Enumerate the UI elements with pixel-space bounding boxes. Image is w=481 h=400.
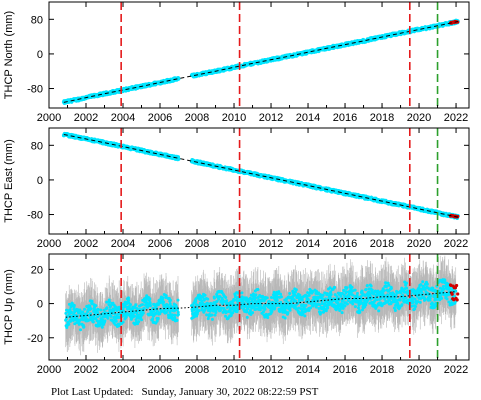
plot-area-2 xyxy=(61,128,460,234)
x-tick-label: 2002 xyxy=(74,364,98,376)
y-axis-label: THCP Up (mm) xyxy=(3,269,15,345)
trend-line-3 xyxy=(65,291,457,318)
y-tick-label: 20 xyxy=(31,264,43,276)
y-tick-label: 80 xyxy=(31,14,43,26)
x-tick-label: 2004 xyxy=(111,112,135,124)
x-tick-label: 2004 xyxy=(111,364,135,376)
y-tick-label: 80 xyxy=(31,140,43,152)
x-tick-label: 2014 xyxy=(296,364,320,376)
panel-frame-2 xyxy=(48,127,470,235)
x-tick-label: 2002 xyxy=(74,112,98,124)
x-tick-label: 2000 xyxy=(37,112,61,124)
x-tick-label: 2018 xyxy=(370,112,394,124)
panel-frame-1 xyxy=(48,1,470,109)
x-tick-label: 2016 xyxy=(333,238,357,250)
y-tick-label: -20 xyxy=(27,333,43,345)
x-tick-label: 2012 xyxy=(259,112,283,124)
x-tick-label: 2022 xyxy=(444,364,468,376)
x-tick-label: 2018 xyxy=(370,238,394,250)
x-tick-label: 2020 xyxy=(407,364,431,376)
x-tick-label: 2012 xyxy=(259,238,283,250)
plot-area-1 xyxy=(61,2,460,108)
panel-2: 2000 2002 2004 2006 2008 2010 2012 2014 2016 2018… xyxy=(3,127,470,250)
x-tick-label: 2018 xyxy=(370,364,394,376)
x-tick-label: 2008 xyxy=(185,364,209,376)
x-tick-label: 2022 xyxy=(444,112,468,124)
panel-frame-3 xyxy=(48,253,470,361)
panel-3: 2000 2002 2004 2006 2008 2010 2012 2014 2016 2018… xyxy=(3,253,470,376)
y-tick-label: 0 xyxy=(37,299,43,311)
x-tick-label: 2010 xyxy=(222,364,246,376)
y-tick-label: -80 xyxy=(27,210,43,222)
x-tick-label: 2014 xyxy=(296,112,320,124)
x-tick-label: 2006 xyxy=(148,364,172,376)
y-tick-label: 0 xyxy=(37,49,43,61)
panel-1: 2000 2002 2004 2006 2008 2010 2012 2014 2016 2018… xyxy=(3,1,470,124)
x-tick-label: 2000 xyxy=(37,364,61,376)
plot-area-3 xyxy=(64,254,460,360)
x-tick-label: 2016 xyxy=(333,112,357,124)
x-tick-label: 2002 xyxy=(74,238,98,250)
x-tick-label: 2016 xyxy=(333,364,357,376)
x-tick-label: 2008 xyxy=(185,112,209,124)
x-tick-label: 2004 xyxy=(111,238,135,250)
x-tick-label: 2022 xyxy=(444,238,468,250)
footer-label: Plot Last Updated: xyxy=(51,386,134,398)
footer-timestamp: Sunday, January 30, 2022 08:22:59 PST xyxy=(141,386,319,398)
x-tick-label: 2000 xyxy=(37,238,61,250)
recent-points-3 xyxy=(448,283,460,302)
y-tick-label: -80 xyxy=(27,84,43,96)
x-tick-label: 2006 xyxy=(148,238,172,250)
y-axis-label: THCP North (mm) xyxy=(3,11,15,99)
x-tick-label: 2014 xyxy=(296,238,320,250)
y-axis-label: THCP East (mm) xyxy=(3,139,15,223)
x-tick-label: 2006 xyxy=(148,112,172,124)
y-tick-label: 0 xyxy=(37,175,43,187)
gps-timeseries-figure: 2000 2002 2004 2006 2008 2010 2012 2014 2016 2018… xyxy=(3,1,470,376)
x-tick-label: 2020 xyxy=(407,112,431,124)
x-tick-label: 2010 xyxy=(222,238,246,250)
x-tick-label: 2012 xyxy=(259,364,283,376)
observation-points-3 xyxy=(64,278,458,332)
x-tick-label: 2020 xyxy=(407,238,431,250)
trend-line-1 xyxy=(63,21,459,103)
x-tick-label: 2010 xyxy=(222,112,246,124)
x-tick-label: 2008 xyxy=(185,238,209,250)
plot-updated-footer: Plot Last Updated: Sunday, January 30, 20… xyxy=(51,386,318,398)
trend-line-2 xyxy=(63,134,459,218)
